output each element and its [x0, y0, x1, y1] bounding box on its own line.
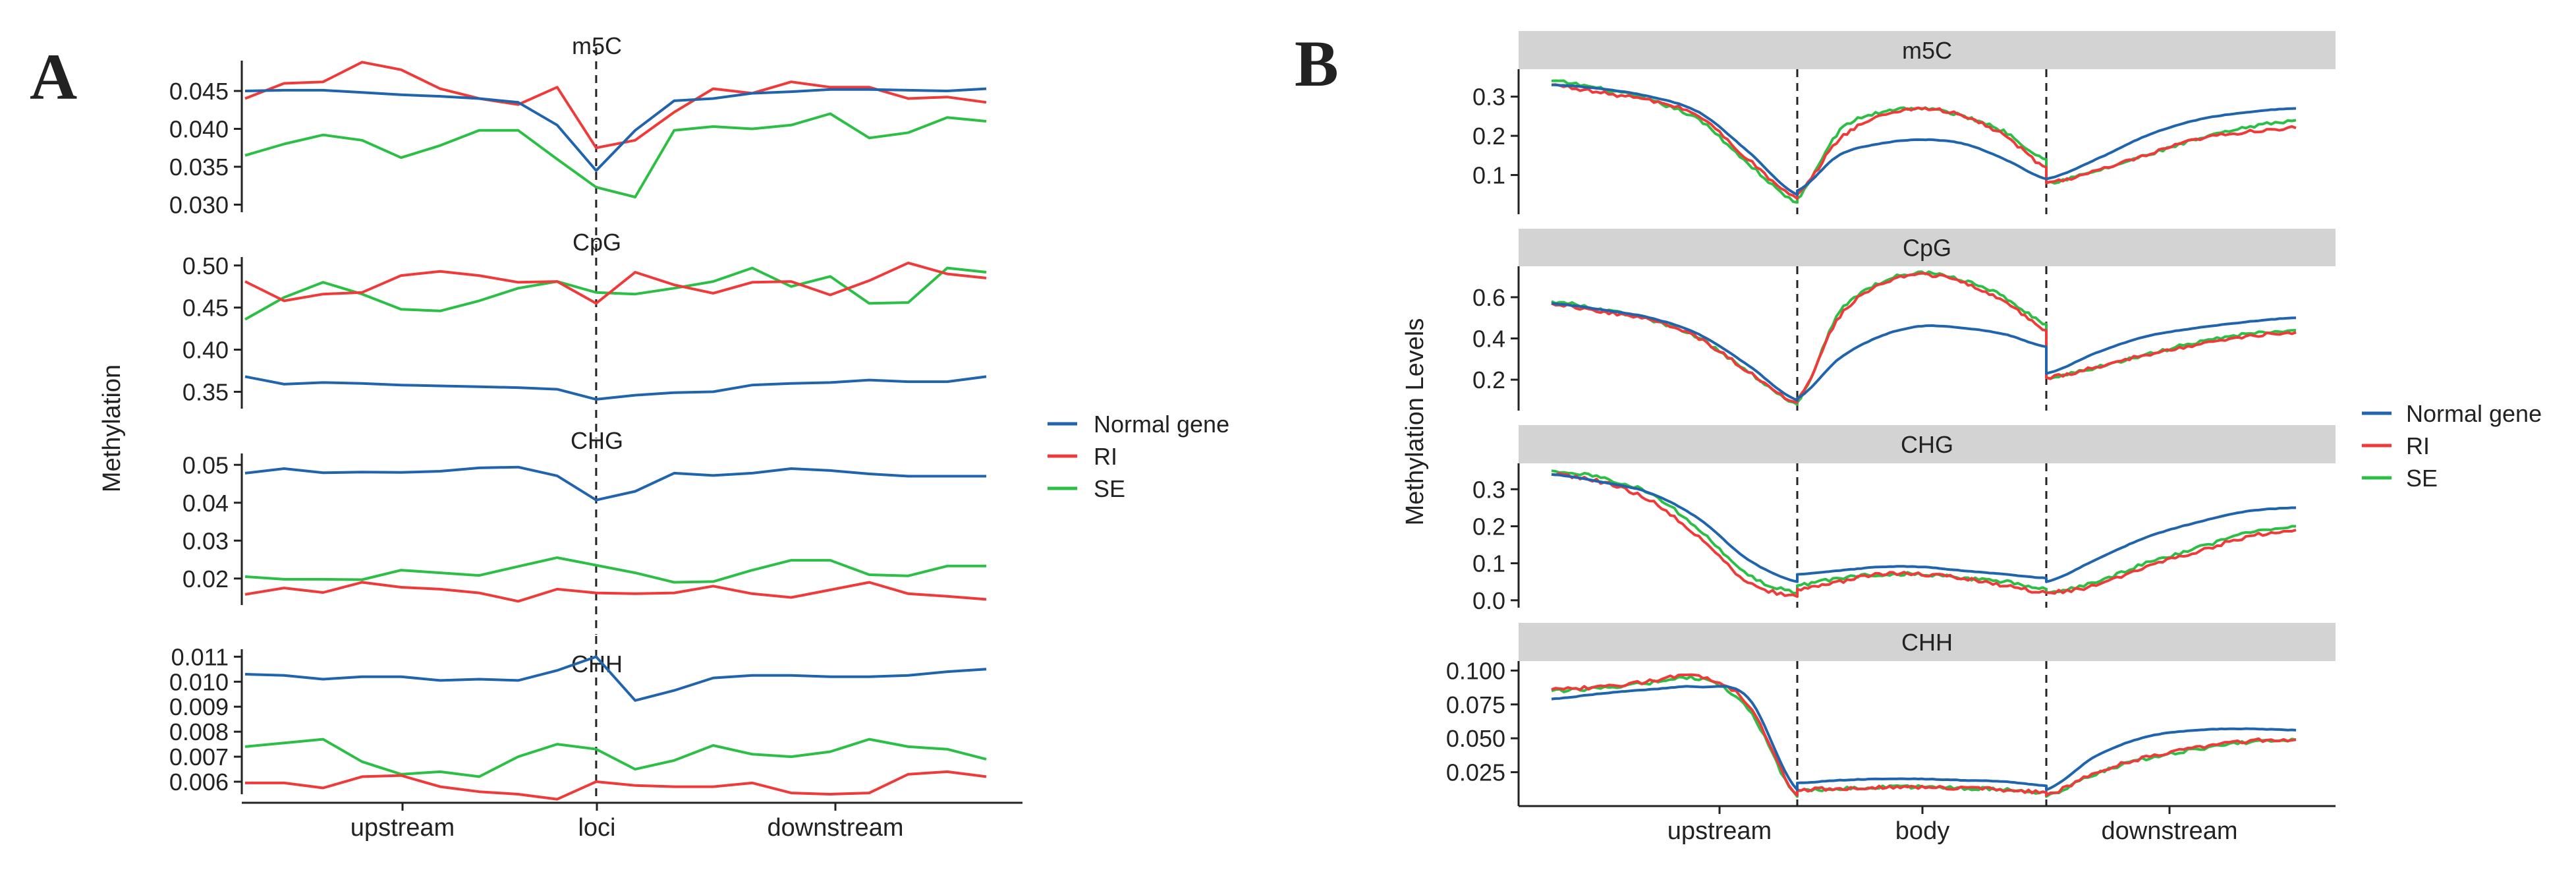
legend-label-se: SE — [1094, 475, 1125, 502]
y-tick-label: 0.007 — [169, 743, 229, 770]
y-tick-label: 0.2 — [1472, 366, 1505, 393]
y-tick-label: 0.05 — [182, 451, 229, 478]
panel-b-facets: m5C0.10.20.3CpG0.20.40.6CHG0.00.10.20.3C… — [1446, 31, 2336, 806]
facet-strip — [1519, 425, 2336, 463]
x-tick-label-loci: loci — [578, 814, 615, 842]
panel-a-facets: m5C0.0300.0350.0400.045CpG0.350.400.450.… — [169, 32, 987, 803]
y-tick-label: 0.03 — [182, 527, 229, 554]
y-tick-label: 0.040 — [169, 116, 229, 143]
y-tick-label: 0.006 — [169, 768, 229, 796]
series-line-ri — [244, 261, 987, 305]
facet-strip — [1519, 229, 2336, 266]
series-line-se — [244, 556, 986, 584]
y-tick-label: 0.009 — [169, 693, 229, 720]
legend-label-normal-gene: Normal gene — [2406, 400, 2542, 427]
legend-label-ri: RI — [1094, 443, 1117, 470]
panel-b-ylabel: Methylation Levels — [1401, 318, 1429, 526]
series-line-normal-gene — [244, 87, 987, 172]
y-tick-label: 0.2 — [1472, 123, 1505, 150]
series-line-ri — [1551, 673, 2297, 797]
x-tick-label-upstream: upstream — [1667, 817, 1772, 845]
facet-strip — [1519, 31, 2336, 69]
facet-title: CHG — [1901, 431, 1953, 458]
y-tick-label: 0.4 — [1472, 326, 1505, 353]
x-tick-label-upstream: upstream — [350, 814, 455, 842]
panel-a-legend: Normal gene RI SE — [1048, 411, 1229, 502]
y-tick-label: 0.0 — [1472, 587, 1505, 614]
y-tick-label: 0.45 — [182, 295, 229, 322]
x-tick-label-body: body — [1895, 817, 1949, 845]
series-line-se — [244, 738, 987, 778]
panel-a-letter: A — [30, 40, 77, 113]
y-tick-label: 0.6 — [1472, 284, 1505, 311]
panel-a-ylabel: Methylation — [98, 364, 126, 492]
y-tick-label: 0.1 — [1472, 550, 1505, 577]
series-line-se — [244, 112, 987, 198]
legend-label-se: SE — [2406, 465, 2438, 492]
panel-b-facet-chg: CHG 0.0 0.1 0.2 0.3 — [1472, 425, 2336, 614]
y-tick-label: 0.35 — [182, 378, 229, 405]
y-tick-label: 0.075 — [1446, 691, 1505, 718]
panel-b-facet-m5c: m5C 0.1 0.2 0.3 — [1472, 31, 2336, 214]
y-tick-label: 0.3 — [1472, 84, 1505, 111]
facet-title: CpG — [1903, 235, 1951, 262]
y-tick-label: 0.045 — [169, 78, 229, 105]
panel-b: B Methylation Levels m5C 0.1 0.2 0.3 CpG 0.2 0… — [1295, 27, 2542, 845]
legend-label-ri: RI — [2406, 432, 2430, 459]
series-line-se — [244, 266, 987, 321]
panel-a-xaxis: upstream loci downstream — [242, 801, 1022, 842]
y-tick-label: 0.3 — [1472, 476, 1505, 503]
y-tick-label: 0.04 — [182, 490, 229, 517]
series-line-ri — [1551, 472, 2297, 598]
series-line-normal-gene — [1551, 685, 2297, 792]
y-tick-label: 0.50 — [182, 252, 229, 279]
series-line-normal-gene — [244, 375, 987, 401]
legend-label-normal-gene: Normal gene — [1094, 411, 1229, 438]
series-line-ri — [244, 581, 987, 603]
y-tick-label: 0.011 — [171, 643, 229, 670]
y-tick-label: 0.025 — [1446, 759, 1505, 786]
y-tick-label: 0.030 — [169, 192, 229, 219]
facet-title: m5C — [1902, 37, 1952, 64]
y-tick-label: 0.050 — [1446, 725, 1505, 752]
series-line-normal-gene — [244, 465, 986, 502]
y-tick-label: 0.008 — [169, 718, 229, 745]
y-tick-label: 0.100 — [1446, 657, 1505, 684]
series-line-ri — [1551, 83, 2297, 200]
x-tick-label-downstream: downstream — [2102, 817, 2238, 845]
y-tick-label: 0.02 — [182, 566, 229, 593]
panel-a: A Methylation m5C0.0300.0350.0400.045CpG… — [30, 32, 1229, 842]
series-line-ri — [1551, 272, 2297, 404]
y-tick-label: 0.40 — [182, 337, 229, 364]
panel-b-xaxis: upstream body downstream — [1519, 805, 2336, 845]
series-line-normal-gene — [244, 655, 987, 702]
facet-strip — [1519, 623, 2336, 661]
panel-b-legend: Normal gene RI SE — [2362, 400, 2542, 492]
y-tick-label: 0.035 — [169, 154, 229, 181]
series-line-normal-gene — [1551, 83, 2297, 196]
y-tick-label: 0.1 — [1472, 162, 1505, 189]
y-tick-label: 0.2 — [1472, 513, 1505, 540]
panel-b-facet-cpg: CpG 0.2 0.4 0.6 — [1472, 229, 2336, 411]
y-tick-label: 0.010 — [169, 668, 229, 695]
series-line-normal-gene — [1551, 473, 2296, 583]
panel-b-facet-chh: CHH 0.025 0.050 0.075 0.100 — [1446, 623, 2336, 806]
series-line-ri — [244, 61, 987, 150]
series-line-ri — [245, 770, 987, 801]
x-tick-label-downstream: downstream — [768, 814, 904, 842]
series-line-normal-gene — [1551, 302, 2297, 402]
panel-b-letter: B — [1295, 27, 1339, 100]
facet-title: CHH — [1901, 629, 1953, 656]
